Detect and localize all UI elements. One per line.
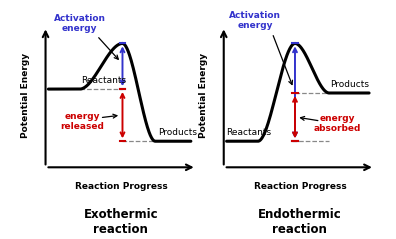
Text: energy
released: energy released [61,112,105,131]
Text: Exothermic
reaction: Exothermic reaction [84,208,158,236]
Text: Reactants: Reactants [81,76,126,85]
Text: Products: Products [158,128,197,137]
Text: Reactants: Reactants [227,128,272,137]
Text: Products: Products [331,80,369,89]
Text: Reaction Progress: Reaction Progress [253,182,346,191]
Text: energy
absorbed: energy absorbed [314,114,362,133]
Text: Reaction Progress: Reaction Progress [75,182,168,191]
Text: Endothermic
reaction: Endothermic reaction [258,208,342,236]
Text: Potential Energy: Potential Energy [21,53,30,138]
Text: Activation
energy: Activation energy [54,14,106,33]
Text: Activation
energy: Activation energy [229,11,281,30]
Text: Potential Energy: Potential Energy [200,53,208,138]
